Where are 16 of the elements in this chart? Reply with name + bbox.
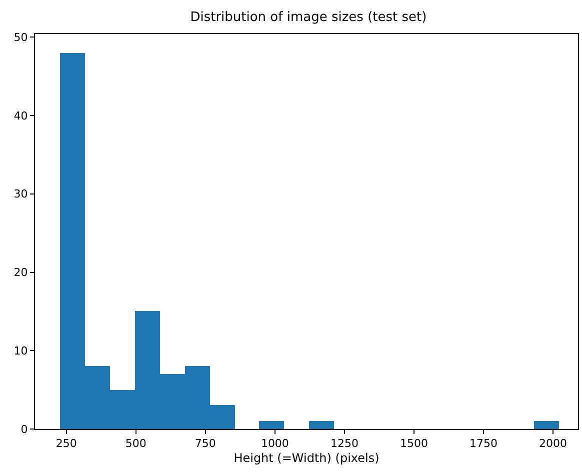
x-tick-label: 500 [125, 437, 146, 450]
y-tick-label: 20 [14, 266, 28, 280]
x-tick-label: 250 [56, 437, 77, 450]
x-tick-label: 1500 [400, 437, 428, 450]
x-axis-title: Height (=Width) (pixels) [234, 451, 380, 466]
y-tick-label: 40 [14, 109, 28, 122]
y-tick-label: 30 [14, 188, 28, 201]
x-tick-label: 1250 [330, 437, 358, 450]
y-tick-label: 50 [14, 30, 28, 44]
chart-title: Distribution of image sizes (test set) [190, 10, 427, 25]
y-tick-label: 10 [14, 344, 28, 358]
x-tick-label: 2000 [538, 437, 567, 450]
y-tick-label: 0 [20, 422, 28, 436]
x-tick-label: 1750 [469, 437, 498, 450]
x-tick-label: 750 [194, 437, 216, 450]
x-tick-label: 1000 [260, 437, 289, 450]
